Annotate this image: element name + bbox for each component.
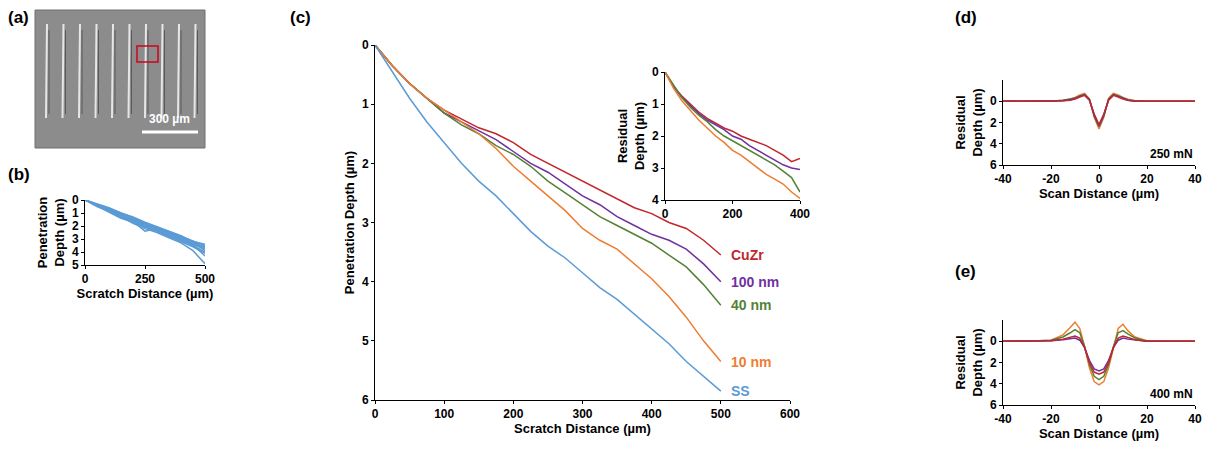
svg-text:40: 40 (1188, 172, 1202, 186)
svg-text:0: 0 (372, 407, 379, 421)
svg-text:4: 4 (652, 193, 659, 207)
svg-text:500: 500 (195, 272, 215, 286)
svg-text:4: 4 (990, 137, 997, 151)
svg-text:5: 5 (362, 334, 369, 348)
svg-text:1: 1 (362, 97, 369, 111)
svg-text:SS: SS (731, 383, 750, 399)
svg-text:(e): (e) (955, 262, 976, 281)
svg-text:(b): (b) (8, 165, 30, 184)
svg-text:ResidualDepth (µm): ResidualDepth (µm) (953, 328, 985, 396)
svg-text:6: 6 (990, 398, 997, 412)
svg-text:ResidualDepth (µm): ResidualDepth (µm) (953, 88, 985, 156)
svg-text:2: 2 (362, 157, 369, 171)
svg-text:0: 0 (1096, 172, 1103, 186)
svg-text:250 mN: 250 mN (1150, 147, 1193, 161)
svg-text:2: 2 (72, 219, 79, 233)
svg-text:4: 4 (990, 377, 997, 391)
svg-text:Penetration Depth (µm): Penetration Depth (µm) (342, 151, 357, 294)
svg-text:0: 0 (990, 94, 997, 108)
svg-text:100: 100 (434, 407, 454, 421)
svg-text:Scan Distance (µm): Scan Distance (µm) (1039, 426, 1159, 441)
svg-text:1: 1 (72, 206, 79, 220)
svg-text:500: 500 (711, 407, 731, 421)
svg-text:4: 4 (72, 245, 79, 259)
svg-text:3: 3 (362, 216, 369, 230)
svg-text:100 nm: 100 nm (731, 274, 779, 290)
svg-text:-20: -20 (1042, 412, 1060, 426)
svg-text:4: 4 (362, 275, 369, 289)
svg-text:20: 20 (1140, 172, 1154, 186)
svg-text:20: 20 (1140, 412, 1154, 426)
svg-text:200: 200 (503, 407, 523, 421)
svg-text:PenetrationDepth (µm): PenetrationDepth (µm) (35, 197, 67, 269)
svg-text:1: 1 (652, 97, 659, 111)
svg-text:600: 600 (780, 407, 800, 421)
svg-text:400: 400 (790, 207, 810, 221)
svg-text:-20: -20 (1042, 172, 1060, 186)
svg-text:2: 2 (990, 356, 997, 370)
svg-text:300 µm: 300 µm (149, 112, 190, 126)
svg-text:CuZr: CuZr (731, 247, 764, 263)
svg-text:200: 200 (722, 207, 742, 221)
svg-text:Scratch Distance (µm): Scratch Distance (µm) (77, 286, 214, 301)
svg-text:0: 0 (990, 334, 997, 348)
svg-text:6: 6 (362, 393, 369, 407)
svg-text:ResidualDepth (µm): ResidualDepth (µm) (615, 102, 647, 170)
svg-text:0: 0 (72, 193, 79, 207)
svg-text:40: 40 (1188, 412, 1202, 426)
svg-text:(a): (a) (8, 8, 29, 27)
svg-text:0: 0 (82, 272, 89, 286)
svg-text:2: 2 (990, 116, 997, 130)
svg-text:(c): (c) (290, 8, 311, 27)
svg-text:400 mN: 400 mN (1150, 387, 1193, 401)
svg-text:3: 3 (652, 161, 659, 175)
svg-text:-40: -40 (994, 172, 1012, 186)
svg-text:(d): (d) (955, 8, 977, 27)
svg-text:Scratch Distance (µm): Scratch Distance (µm) (514, 421, 651, 436)
svg-text:2: 2 (652, 129, 659, 143)
svg-text:300: 300 (572, 407, 592, 421)
svg-text:250: 250 (135, 272, 155, 286)
svg-text:400: 400 (642, 407, 662, 421)
svg-text:40 nm: 40 nm (731, 297, 771, 313)
svg-text:3: 3 (72, 232, 79, 246)
svg-text:Scan Distance (µm): Scan Distance (µm) (1039, 186, 1159, 201)
svg-text:10 nm: 10 nm (731, 354, 771, 370)
svg-text:-40: -40 (994, 412, 1012, 426)
svg-text:0: 0 (662, 207, 669, 221)
svg-text:5: 5 (72, 258, 79, 272)
svg-text:0: 0 (652, 65, 659, 79)
svg-text:0: 0 (362, 38, 369, 52)
svg-text:0: 0 (1096, 412, 1103, 426)
svg-text:6: 6 (990, 158, 997, 172)
